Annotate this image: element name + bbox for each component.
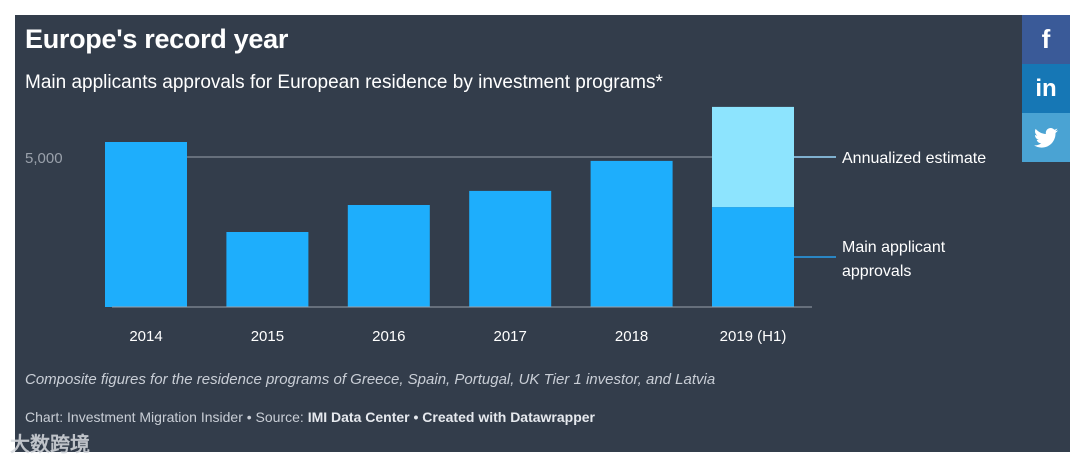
facebook-icon: f <box>1041 24 1051 54</box>
linkedin-share-button[interactable]: in <box>1022 64 1070 113</box>
credit-prefix: Chart: Investment Migration Insider • So… <box>25 409 308 425</box>
legend-label-approvals-line2: approvals <box>842 263 911 280</box>
y-tick-label: 5,000 <box>25 150 63 167</box>
chart-subtitle: Main applicants approvals for European r… <box>25 72 663 93</box>
x-tick-label: 2017 <box>494 328 527 345</box>
x-tick-label: 2018 <box>615 328 648 345</box>
bar <box>712 207 794 307</box>
twitter-share-button[interactable] <box>1022 113 1070 162</box>
bar <box>469 190 552 307</box>
bar <box>226 232 309 307</box>
chart-note: Composite figures for the residence prog… <box>25 371 716 388</box>
bar-estimate <box>712 106 794 208</box>
bar <box>347 205 430 307</box>
bar <box>105 142 187 307</box>
datawrapper-link[interactable]: Created with Datawrapper <box>422 409 596 425</box>
x-tick-label: 2019 (H1) <box>720 328 787 345</box>
x-tick-label: 2015 <box>251 328 284 345</box>
legend-label-approvals-line1: Main applicant <box>842 239 946 256</box>
watermark: 大数跨境 <box>10 434 90 456</box>
credit-sep: • <box>409 409 423 425</box>
x-tick-label: 2014 <box>129 328 162 345</box>
twitter-icon <box>1034 127 1058 148</box>
bar <box>590 160 673 307</box>
chart-credit: Chart: Investment Migration Insider • So… <box>25 409 595 425</box>
source-link[interactable]: IMI Data Center <box>307 409 410 425</box>
x-tick-label: 2016 <box>372 328 405 345</box>
linkedin-icon: in <box>1035 74 1057 102</box>
chart-title: Europe's record year <box>25 24 289 54</box>
facebook-share-button[interactable]: f <box>1022 15 1070 64</box>
legend-label-estimate: Annualized estimate <box>842 150 986 167</box>
